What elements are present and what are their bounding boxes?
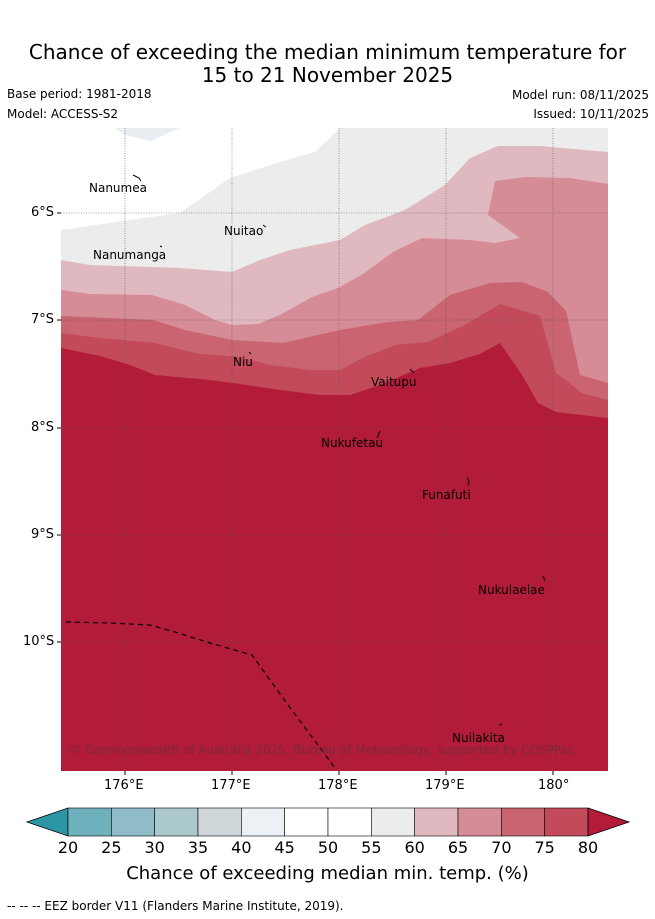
place-label: Funafuti <box>422 488 471 502</box>
colorbar-tick-label: 40 <box>231 838 252 857</box>
copyright-notice: © Commonwealth of Australia 2025, Bureau… <box>69 743 574 757</box>
island-nanumanga-outline <box>159 245 163 248</box>
chart-title-line2: 15 to 21 November 2025 <box>201 63 454 87</box>
model-name: Model: ACCESS-S2 <box>7 107 119 121</box>
issued-date: Issued: 10/11/2025 <box>533 107 649 121</box>
colorbar-tick-label: 80 <box>577 838 599 857</box>
colorbar-tick-label: 55 <box>361 838 382 857</box>
colorbar-tick-label: 30 <box>144 838 165 857</box>
colorbar-tick-label: 35 <box>187 838 209 857</box>
lat-tick-label: 8°S <box>31 420 55 435</box>
colorbar-segment <box>501 807 545 837</box>
lon-tick-label: 176°E <box>104 778 144 793</box>
colorbar-tick-label: 25 <box>101 838 122 857</box>
island-funafuti-outline <box>466 476 470 487</box>
model-run: Model run: 08/11/2025 <box>511 88 649 102</box>
zone-above-80 <box>61 343 608 771</box>
probability-map: Nanumea Nuitao Nanumanga Niu Vaitupu Nuk… <box>61 128 608 771</box>
colorbar <box>25 807 631 837</box>
land-outlines <box>132 174 546 726</box>
colorbar-extend-high <box>587 807 631 837</box>
colorbar-segment <box>284 807 329 837</box>
eez-footnote: -- -- -- EEZ border V11 (Flanders Marine… <box>7 899 344 913</box>
lat-tick-label: 9°S <box>31 527 55 542</box>
colorbar-segment <box>154 807 199 837</box>
place-label: Nanumanga <box>93 248 166 262</box>
colorbar-extend-low <box>25 807 69 837</box>
eez-border-line <box>65 621 336 769</box>
colorbar-tick-label: 60 <box>404 838 425 857</box>
island-niu-outline <box>248 351 252 355</box>
lon-tick-label: 179°E <box>425 778 465 793</box>
base-period: Base period: 1981-2018 <box>7 87 152 101</box>
island-nukufetau-outline <box>376 430 381 439</box>
lon-tick-label: 177°E <box>211 778 251 793</box>
place-label: Nuilakita <box>452 731 505 745</box>
colorbar-tick-label: 75 <box>534 838 555 857</box>
place-label: Nanumea <box>89 181 147 195</box>
island-nuitao-outline <box>262 224 267 228</box>
place-label: Vaitupu <box>371 375 417 389</box>
lon-tick-label: 178°E <box>318 778 358 793</box>
colorbar-segment <box>241 807 285 837</box>
lon-tick-label: 180° <box>538 778 570 793</box>
colorbar-tick-label: 70 <box>491 838 512 857</box>
chart-title-line1: Chance of exceeding the median minimum t… <box>28 40 627 64</box>
lat-tick-label: 10°S <box>23 634 55 649</box>
colorbar-segment <box>67 807 112 837</box>
place-label: Niu <box>233 355 253 369</box>
colorbar-segment <box>457 807 502 837</box>
island-nukulaelae-outline <box>542 575 546 582</box>
graticule <box>61 128 608 771</box>
colorbar-segment <box>327 807 372 837</box>
lat-tick-label: 7°S <box>31 312 55 327</box>
axis-ticks <box>57 212 554 775</box>
place-label: Nukulaelae <box>478 583 545 597</box>
island-vaitupu-outline <box>409 368 415 374</box>
place-label: Nukufetau <box>321 436 383 450</box>
colorbar-segment <box>371 807 415 837</box>
place-label: Nuitao <box>224 224 263 238</box>
colorbar-segment <box>544 807 589 837</box>
island-nuilakita-outline <box>498 723 503 726</box>
colorbar-tick-label: 45 <box>274 838 295 857</box>
colorbar-tick-label: 20 <box>57 838 79 857</box>
island-nanumea-outline <box>132 174 142 182</box>
colorbar-tick-label: 65 <box>447 838 469 857</box>
colorbar-segment <box>111 807 155 837</box>
colorbar-title: Chance of exceeding median min. temp. (%… <box>126 863 529 884</box>
zone-35-40 <box>115 128 180 141</box>
colorbar-segment <box>414 807 459 837</box>
lat-tick-label: 6°S <box>31 205 55 220</box>
colorbar-segment <box>197 807 242 837</box>
colorbar-tick-label: 50 <box>317 838 339 857</box>
